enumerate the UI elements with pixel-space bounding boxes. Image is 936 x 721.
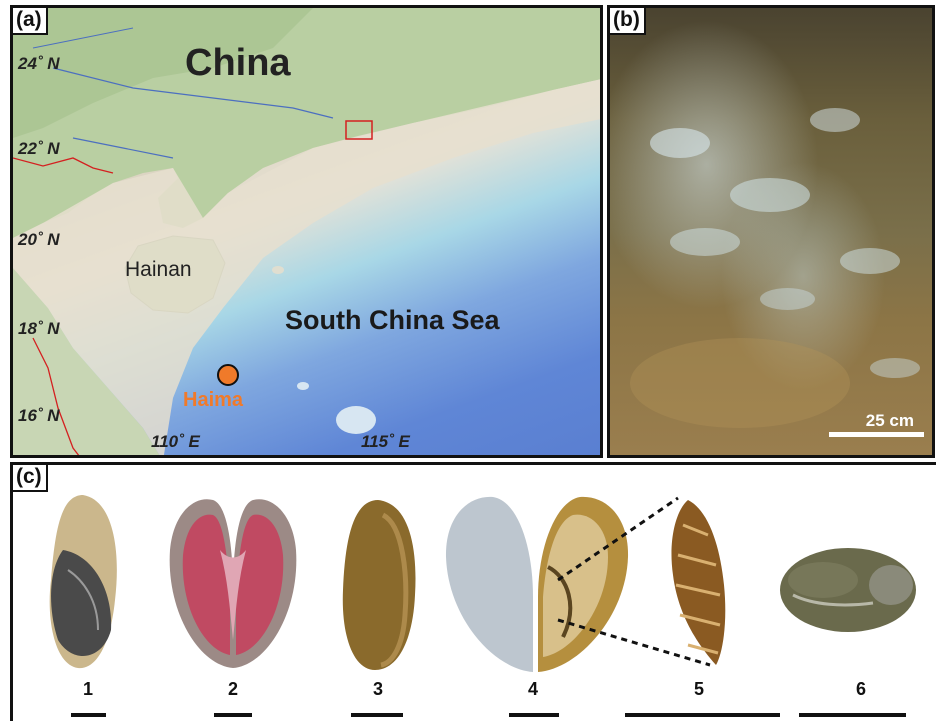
- scale-bar: [829, 432, 924, 437]
- highlands: [13, 8, 313, 138]
- specimen-number: 4: [527, 679, 538, 699]
- map-graphic: [13, 8, 600, 455]
- specimen-number: 5: [693, 679, 704, 699]
- shell-cluster: [760, 288, 815, 310]
- island: [336, 406, 376, 434]
- lat-label: 22˚ N: [18, 139, 60, 158]
- island-label: Hainan: [125, 258, 192, 281]
- river: [72, 137, 174, 159]
- specimen-4-image: [445, 496, 629, 672]
- panel-label-a: (a): [13, 8, 48, 35]
- west-land: [13, 268, 160, 455]
- scale-bar: [799, 713, 906, 717]
- border-line: [13, 157, 114, 174]
- lat-label: 16˚ N: [18, 406, 60, 425]
- panel-label-b: (b): [610, 8, 646, 35]
- specimen-number: 3: [372, 679, 383, 699]
- scale-bar: [625, 713, 780, 717]
- specimen-6-image: [780, 548, 916, 632]
- lat-label: 24˚ N: [18, 54, 60, 73]
- specimen-number: 1: [82, 679, 93, 699]
- shell-cluster: [670, 228, 740, 256]
- specimen-number: 6: [855, 679, 866, 699]
- specimen-2-image: [169, 499, 297, 668]
- site-marker: [217, 364, 239, 386]
- scale-bar: [351, 713, 403, 717]
- scale-bar: [214, 713, 252, 717]
- specimen-1-image: [49, 495, 117, 669]
- panel-label-c: (c): [13, 465, 48, 492]
- specimen-5-image: [671, 500, 726, 665]
- continental-shelf: [13, 79, 600, 455]
- island: [297, 382, 309, 390]
- shell-cluster: [810, 108, 860, 132]
- island: [272, 266, 284, 274]
- specimen-3-image: [342, 500, 416, 670]
- scale-bar: [71, 713, 106, 717]
- seafloor-photo-panel: (b) 25 cm: [607, 5, 935, 458]
- map-panel: (a) 24˚ N 22˚ N 20˚ N 18˚ N 16˚ N 110˚ E…: [10, 5, 603, 458]
- shell-cluster: [870, 358, 920, 378]
- inset-box: [345, 120, 373, 140]
- specimen-number: 2: [227, 679, 238, 699]
- river: [32, 27, 134, 49]
- mussel-bed: [630, 338, 850, 428]
- country-label: China: [185, 42, 291, 84]
- shell-cluster: [650, 128, 710, 158]
- river: [52, 67, 334, 119]
- border-line: [32, 337, 80, 455]
- lat-label: 18˚ N: [18, 319, 60, 338]
- shell-cluster: [730, 178, 810, 212]
- zoom-connector: [557, 496, 711, 667]
- lat-label: 20˚ N: [18, 230, 60, 249]
- lon-label: 110˚ E: [151, 432, 200, 451]
- lon-label: 115˚ E: [361, 432, 410, 451]
- site-label: Haima: [183, 389, 244, 411]
- specimens-panel: (c) 1 2 3 4: [10, 462, 936, 721]
- scale-label: 25 cm: [865, 411, 914, 430]
- sea-label: South China Sea: [285, 305, 500, 335]
- shell-cluster: [840, 248, 900, 274]
- scale-bar: [509, 713, 559, 717]
